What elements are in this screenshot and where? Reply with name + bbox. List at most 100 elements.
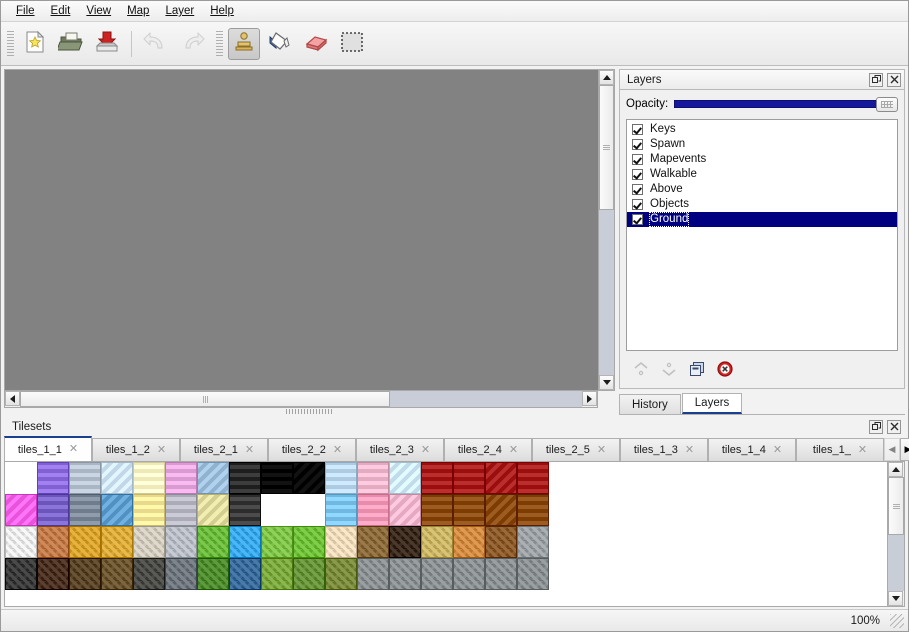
- scroll-up-button[interactable]: [599, 70, 614, 85]
- layer-row[interactable]: Keys: [627, 122, 897, 137]
- tile-cell[interactable]: [293, 526, 325, 558]
- layer-visibility-checkbox[interactable]: [632, 169, 643, 180]
- layer-list[interactable]: Keys Spawn Mapevents Walkable Above Objects Gr…: [626, 119, 898, 351]
- tileset-tab-close-icon[interactable]: ✕: [244, 443, 255, 456]
- tile-cell[interactable]: [165, 494, 197, 526]
- tileset-tab-tiles_2_4[interactable]: tiles_2_4 ✕: [444, 438, 532, 461]
- tile-cell[interactable]: [37, 526, 69, 558]
- map-hscroll-thumb[interactable]: [20, 391, 390, 407]
- tile-cell[interactable]: [69, 558, 101, 590]
- tileset-vertical-scrollbar[interactable]: [887, 462, 904, 606]
- tile-cell[interactable]: [325, 462, 357, 494]
- tile-cell[interactable]: [133, 526, 165, 558]
- tile-cell[interactable]: [37, 494, 69, 526]
- tileset-tab-close-icon[interactable]: ✕: [596, 443, 607, 456]
- layer-visibility-checkbox[interactable]: [632, 184, 643, 195]
- raise-layer-button[interactable]: [630, 359, 652, 381]
- bucket-fill-button[interactable]: [264, 28, 296, 60]
- tile-cell[interactable]: [261, 558, 293, 590]
- tileset-tab-tiles_2_2[interactable]: tiles_2_2 ✕: [268, 438, 356, 461]
- layer-visibility-checkbox[interactable]: [632, 124, 643, 135]
- tile-cell[interactable]: [101, 462, 133, 494]
- dock-tab-layers[interactable]: Layers: [681, 393, 743, 414]
- tile-cell[interactable]: [453, 494, 485, 526]
- layer-visibility-checkbox[interactable]: [632, 214, 643, 225]
- tileset-tab-close-icon[interactable]: ✕: [508, 443, 519, 456]
- scroll-left-button[interactable]: [5, 391, 20, 406]
- tile-cell[interactable]: [101, 494, 133, 526]
- tileset-tab-close-icon[interactable]: ✕: [772, 443, 783, 456]
- tile-cell[interactable]: [37, 558, 69, 590]
- map-vscroll-track[interactable]: [599, 85, 614, 375]
- tile-cell[interactable]: [37, 462, 69, 494]
- map-vertical-scrollbar[interactable]: [598, 69, 615, 391]
- opacity-slider-handle[interactable]: [876, 96, 898, 112]
- tile-cell[interactable]: [261, 462, 293, 494]
- stamp-brush-button[interactable]: [228, 27, 260, 60]
- tile-cell[interactable]: [5, 558, 37, 590]
- tilesets-close-icon[interactable]: [887, 419, 901, 434]
- tileset-tab-tiles_2_3[interactable]: tiles_2_3 ✕: [356, 438, 444, 461]
- tile-cell[interactable]: [421, 494, 453, 526]
- tile-cell[interactable]: [5, 526, 37, 558]
- new-map-button[interactable]: [19, 28, 51, 60]
- tile-cell[interactable]: [197, 526, 229, 558]
- tile-cell[interactable]: [485, 494, 517, 526]
- tile-cell[interactable]: [517, 494, 549, 526]
- tile-cell[interactable]: [517, 558, 549, 590]
- open-map-button[interactable]: [55, 28, 87, 60]
- tile-cell[interactable]: [325, 526, 357, 558]
- delete-layer-button[interactable]: [714, 359, 736, 381]
- tile-cell[interactable]: [133, 462, 165, 494]
- menu-file[interactable]: File: [8, 2, 43, 20]
- tile-cell[interactable]: [357, 462, 389, 494]
- tile-cell[interactable]: [357, 526, 389, 558]
- redo-button[interactable]: [176, 28, 208, 60]
- tileset-tab-tiles_2_1[interactable]: tiles_2_1 ✕: [180, 438, 268, 461]
- tile-cell[interactable]: [261, 526, 293, 558]
- tile-cell[interactable]: [197, 462, 229, 494]
- tile-cell[interactable]: [5, 494, 37, 526]
- tile-cell[interactable]: [357, 494, 389, 526]
- menu-edit[interactable]: Edit: [43, 2, 79, 20]
- tile-cell[interactable]: [69, 526, 101, 558]
- tile-cell[interactable]: [165, 558, 197, 590]
- tile-cell[interactable]: [293, 494, 325, 526]
- tile-cell[interactable]: [389, 526, 421, 558]
- menu-layer[interactable]: Layer: [157, 2, 202, 20]
- layer-row[interactable]: Walkable: [627, 167, 897, 182]
- layer-row[interactable]: Objects: [627, 197, 897, 212]
- tile-cell[interactable]: [389, 462, 421, 494]
- tileset-tab-tiles_1_1[interactable]: tiles_1_1 ✕: [4, 436, 92, 461]
- tile-cell[interactable]: [485, 526, 517, 558]
- tile-cell[interactable]: [389, 494, 421, 526]
- rectangle-select-button[interactable]: [336, 28, 368, 60]
- menu-view[interactable]: View: [78, 2, 119, 20]
- tileset-tab-close-icon[interactable]: ✕: [332, 443, 343, 456]
- tile-cell[interactable]: [197, 558, 229, 590]
- horizontal-splitter[interactable]: [4, 408, 615, 415]
- lower-layer-button[interactable]: [658, 359, 680, 381]
- tileset-tab-tiles_1_[interactable]: tiles_1_ ✕: [796, 438, 884, 461]
- scroll-right-button[interactable]: [582, 391, 597, 406]
- tile-cell[interactable]: [325, 494, 357, 526]
- tile-cell[interactable]: [389, 558, 421, 590]
- tile-cell[interactable]: [229, 462, 261, 494]
- save-map-button[interactable]: [91, 28, 123, 60]
- resize-grip[interactable]: [890, 613, 904, 628]
- tile-cell[interactable]: [101, 526, 133, 558]
- menu-map[interactable]: Map: [119, 2, 157, 20]
- map-vscroll-thumb[interactable]: [599, 85, 614, 210]
- tile-cell[interactable]: [229, 526, 261, 558]
- tile-cell[interactable]: [293, 462, 325, 494]
- tile-cell[interactable]: [421, 558, 453, 590]
- tileset-tab-bar[interactable]: tiles_1_1 ✕ tiles_1_2 ✕ tiles_2_1 ✕ tiles_2_2 ✕…: [4, 436, 909, 461]
- tileset-tab-close-icon[interactable]: ✕: [420, 443, 431, 456]
- layer-visibility-checkbox[interactable]: [632, 154, 643, 165]
- tileset-tab-close-icon[interactable]: ✕: [156, 443, 167, 456]
- map-horizontal-scrollbar[interactable]: [4, 391, 598, 408]
- tile-cell[interactable]: [485, 462, 517, 494]
- tile-cell[interactable]: [101, 558, 133, 590]
- layer-row[interactable]: Ground: [627, 212, 897, 227]
- close-icon[interactable]: [887, 72, 901, 87]
